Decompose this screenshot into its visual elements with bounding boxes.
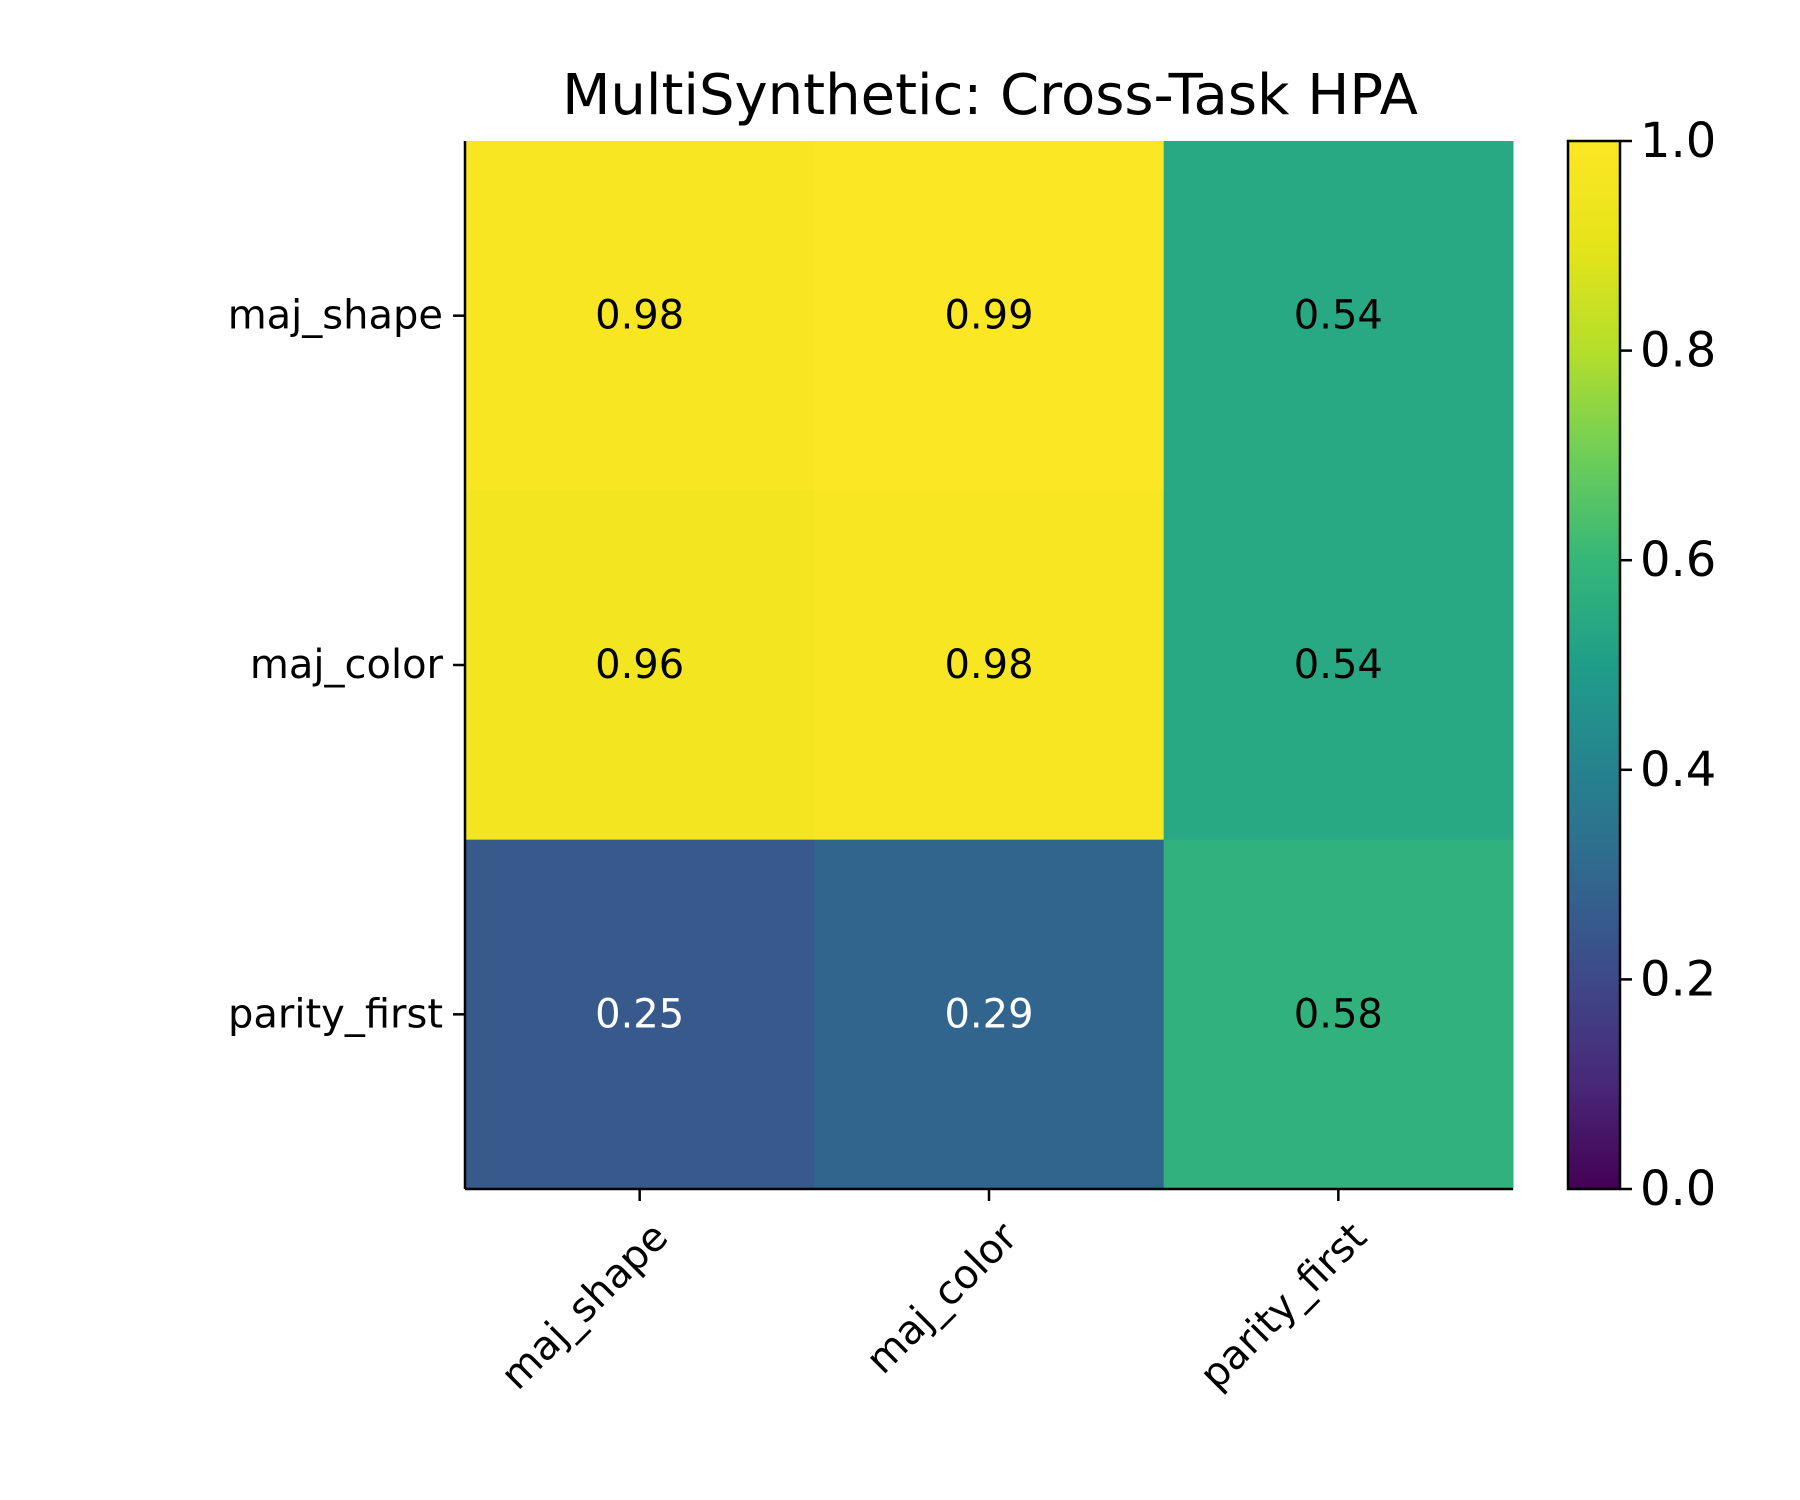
heatmap-cell [465,839,815,1190]
colorbar-gradient [1566,139,1622,1191]
heatmap-cell [814,839,1165,1190]
colorbar-ticks: 0.0 0.2 0.4 0.6 0.8 1.0 [1620,113,1716,1217]
heatmap-cell-label: 0.54 [1294,293,1383,339]
colorbar-tick-label: 0.2 [1640,951,1716,1007]
heatmap-cell-label: 0.96 [595,642,684,688]
colorbar-tick-label: 0.8 [1640,323,1716,379]
y-tick-label: maj_color [250,642,444,688]
heatmap-cell-label: 0.98 [944,642,1033,688]
x-tick-label: maj_shape [492,1214,677,1399]
heatmap-cell [1163,839,1514,1190]
colorbar: 0.0 0.2 0.4 0.6 0.8 1.0 [1566,113,1716,1217]
x-tick-label: parity_first [1191,1214,1376,1399]
heatmap-cell [814,141,1165,491]
heatmap-cell-label: 0.29 [944,991,1033,1037]
colorbar-tick-label: 0.6 [1640,532,1716,588]
heatmap-cell [465,490,815,841]
heatmap-cell-label: 0.25 [595,991,684,1037]
y-axis-ticks: maj_shape maj_color parity_first [228,293,465,1037]
heatmap-cells [465,141,1514,1190]
heatmap-cell [1163,141,1514,491]
heatmap-cell-label: 0.98 [595,293,684,339]
heatmap-cell-labels: 0.98 0.99 0.54 0.96 0.98 0.54 0.25 0.29 0.58 [595,293,1383,1038]
x-axis-ticks: maj_shape maj_color parity_first [492,1189,1376,1399]
y-tick-label: maj_shape [228,293,443,339]
heatmap-cell-label: 0.99 [944,293,1033,339]
y-tick-label: parity_first [228,991,443,1037]
colorbar-tick-label: 0.0 [1640,1161,1716,1217]
chart-title: MultiSynthetic: Cross-Task HPA [562,63,1418,128]
colorbar-tick-label: 1.0 [1640,113,1716,169]
heatmap-cell-label: 0.58 [1294,991,1383,1037]
colorbar-tick-label: 0.4 [1640,742,1716,798]
heatmap-cell [1163,490,1514,841]
x-tick-label: maj_color [857,1214,1026,1383]
heatmap-cell-label: 0.54 [1294,642,1383,688]
heatmap-cell [814,490,1165,841]
heatmap-cell [465,141,815,491]
